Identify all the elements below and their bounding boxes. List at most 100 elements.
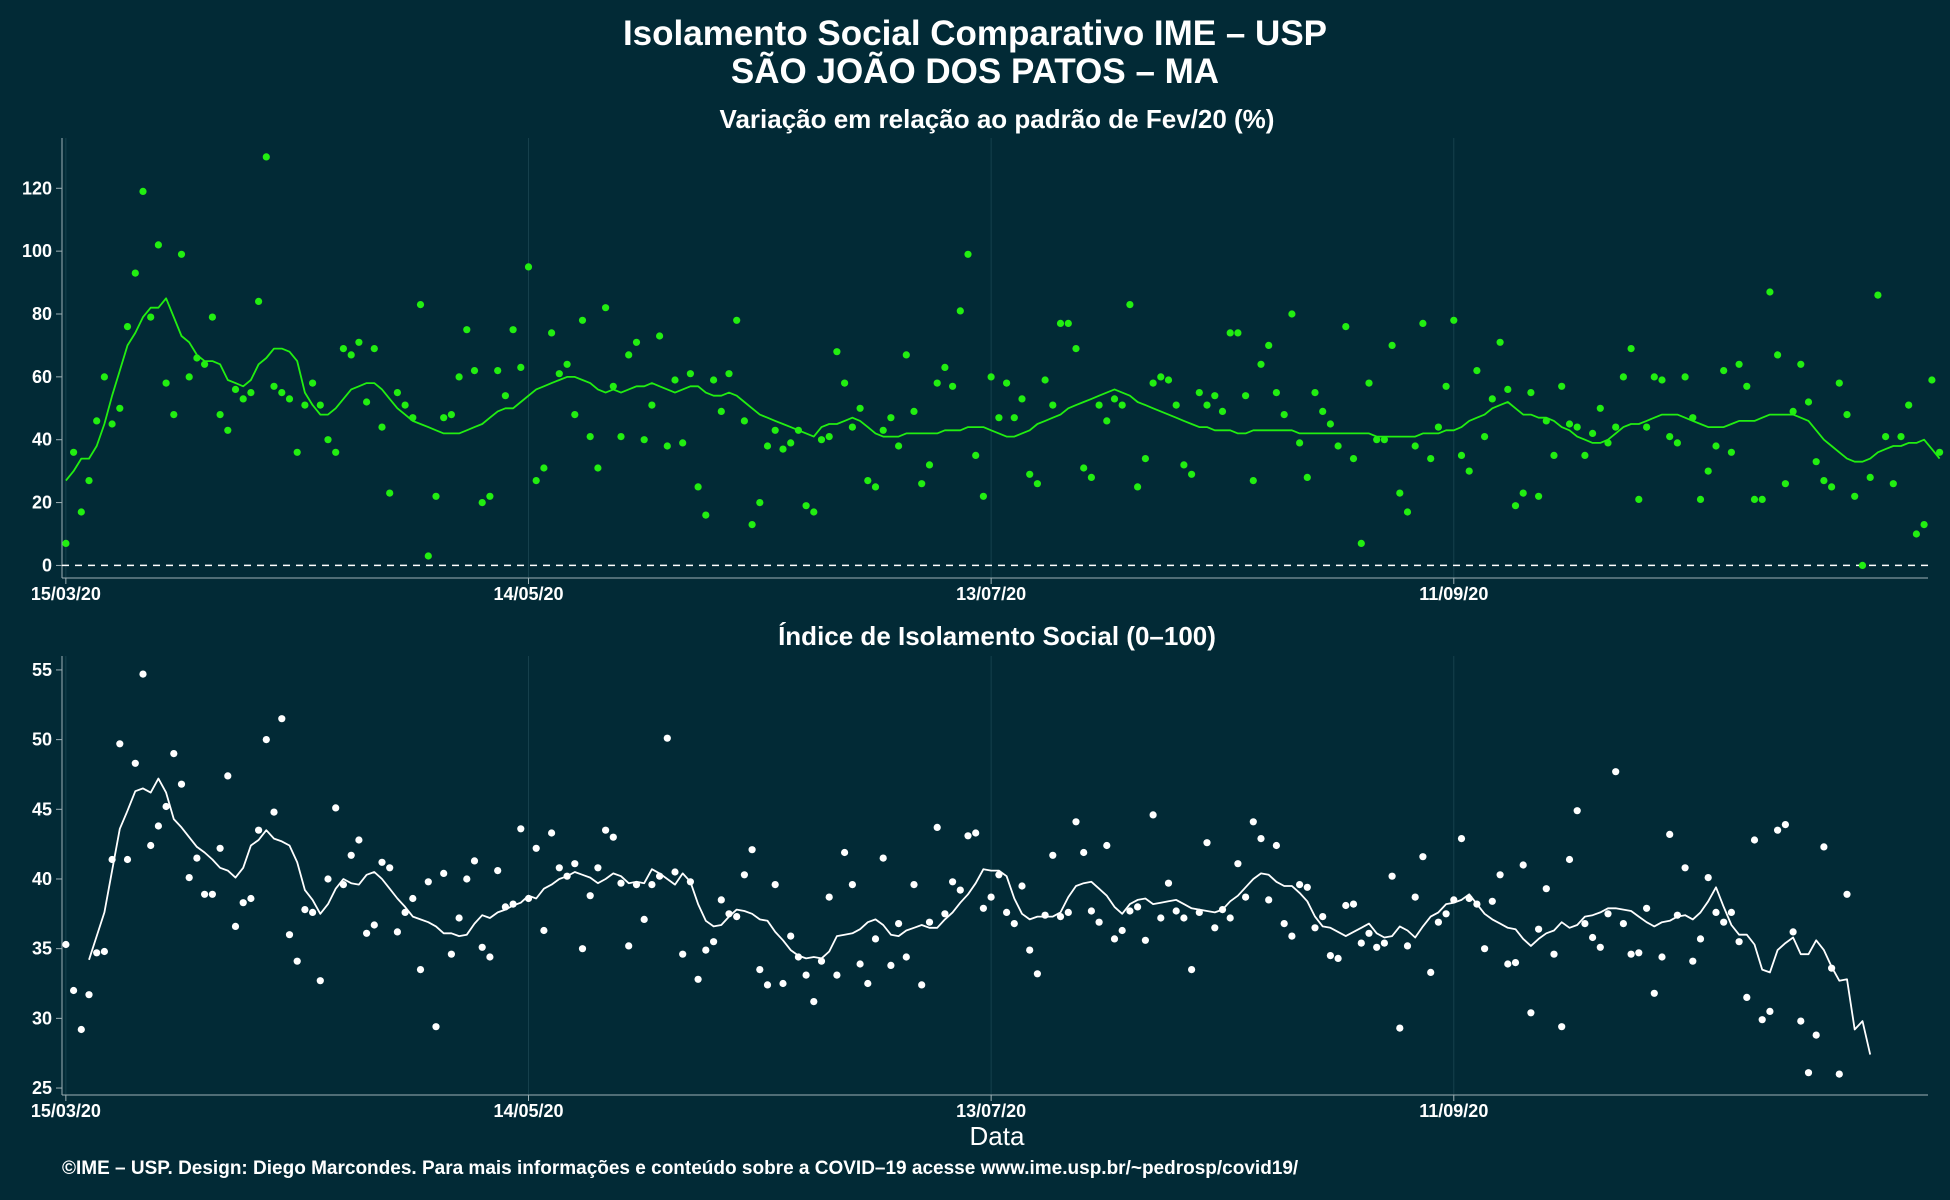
- top-data-point: [1812, 458, 1820, 466]
- top-data-point: [663, 442, 671, 450]
- top-x-tick-label: 14/05/20: [493, 584, 563, 604]
- bottom-y-tick-label: 55: [32, 660, 52, 680]
- bottom-data-point: [871, 935, 880, 943]
- bottom-data-point: [147, 841, 155, 850]
- bottom-y-tick-label: 25: [32, 1078, 52, 1098]
- bottom-data-point: [640, 915, 648, 924]
- top-data-point: [378, 423, 386, 431]
- bottom-data-point: [62, 940, 70, 949]
- bottom-data-point: [1110, 935, 1119, 943]
- top-data-point: [440, 414, 448, 422]
- top-data-point: [887, 414, 895, 422]
- bottom-data-point: [1804, 1069, 1813, 1077]
- top-data-point: [355, 338, 363, 346]
- top-data-point: [1211, 392, 1219, 400]
- bottom-data-point: [671, 868, 679, 876]
- top-data-point: [1403, 508, 1412, 516]
- top-data-point: [1033, 480, 1041, 488]
- bottom-data-point: [1242, 893, 1250, 901]
- bottom-data-point: [1573, 807, 1581, 815]
- top-data-point: [524, 263, 533, 271]
- bottom-data-point: [1226, 914, 1234, 922]
- top-data-point: [154, 241, 162, 249]
- top-data-point: [1488, 395, 1496, 403]
- top-data-point: [810, 508, 818, 516]
- top-data-point: [617, 433, 625, 441]
- bottom-data-point: [409, 894, 417, 903]
- top-data-point: [871, 483, 880, 491]
- figure-title: Isolamento Social Comparativo IME – USP: [622, 14, 1328, 53]
- top-data-point: [70, 448, 78, 456]
- bottom-data-point: [255, 826, 263, 834]
- top-data-point: [686, 370, 695, 378]
- top-data-point: [1249, 477, 1257, 485]
- bottom-data-point: [1134, 903, 1142, 911]
- top-data-point: [363, 398, 371, 406]
- top-data-point: [1411, 442, 1419, 450]
- top-data-point: [1874, 291, 1882, 299]
- top-data-point: [1172, 401, 1180, 409]
- top-data-point: [1188, 470, 1196, 478]
- bottom-data-point: [170, 750, 178, 758]
- top-data-point: [1280, 411, 1288, 419]
- bottom-data-point: [370, 921, 378, 929]
- bottom-data-point: [70, 986, 78, 995]
- bottom-data-point: [941, 910, 949, 918]
- top-data-point: [1589, 429, 1597, 437]
- top-data-point: [1095, 401, 1103, 409]
- bottom-data-point: [185, 874, 193, 882]
- top-data-point: [602, 304, 610, 312]
- bottom-data-point: [177, 780, 186, 788]
- top-data-point: [1473, 367, 1481, 375]
- bottom-data-point: [1311, 924, 1319, 932]
- top-data-point: [941, 363, 949, 371]
- bottom-data-point: [93, 949, 101, 957]
- bottom-data-point: [956, 886, 964, 894]
- top-data-point: [1727, 448, 1735, 456]
- bottom-data-point: [1604, 910, 1612, 918]
- bottom-data-point: [1843, 890, 1851, 898]
- top-data-point: [825, 433, 833, 441]
- bottom-data-point: [571, 860, 579, 868]
- top-data-point: [972, 451, 980, 459]
- bottom-data-point: [262, 736, 270, 744]
- bottom-data-point: [1511, 959, 1520, 967]
- top-data-point: [1535, 492, 1543, 500]
- bottom-data-point: [887, 961, 895, 970]
- top-data-point: [1427, 455, 1435, 463]
- bottom-data-point: [1750, 836, 1759, 844]
- top-data-point: [1758, 495, 1766, 503]
- top-data-point: [1519, 489, 1527, 497]
- bottom-data-point: [1643, 904, 1651, 912]
- bottom-data-point: [756, 966, 764, 974]
- bottom-data-point: [918, 981, 926, 989]
- top-data-point: [609, 382, 617, 390]
- bottom-data-point: [609, 833, 617, 841]
- bottom-y-tick-label: 30: [32, 1008, 52, 1028]
- bottom-data-point: [949, 878, 957, 886]
- top-data-point: [1041, 376, 1049, 384]
- top-data-point: [1704, 467, 1712, 475]
- bottom-data-point: [879, 854, 887, 862]
- top-data-point: [517, 363, 525, 371]
- bottom-data-point: [1627, 950, 1635, 958]
- bottom-data-point: [139, 670, 147, 678]
- top-data-point: [949, 382, 957, 390]
- bottom-moving-average-line: [88, 777, 1872, 1055]
- top-data-point: [787, 439, 795, 447]
- top-y-tick-label: 80: [32, 304, 52, 324]
- bottom-data-point: [386, 864, 394, 872]
- bottom-data-point: [771, 881, 779, 889]
- top-data-point: [1581, 451, 1589, 459]
- bottom-data-point: [740, 871, 749, 879]
- bottom-data-point: [1365, 929, 1373, 937]
- bottom-data-point: [895, 920, 903, 928]
- bottom-data-point: [309, 908, 317, 917]
- bottom-data-point: [1812, 1031, 1820, 1039]
- bottom-data-point: [486, 953, 494, 961]
- bottom-data-point: [1457, 835, 1466, 843]
- top-data-point: [1380, 436, 1388, 444]
- bottom-data-point: [779, 979, 787, 988]
- top-data-point: [679, 439, 687, 447]
